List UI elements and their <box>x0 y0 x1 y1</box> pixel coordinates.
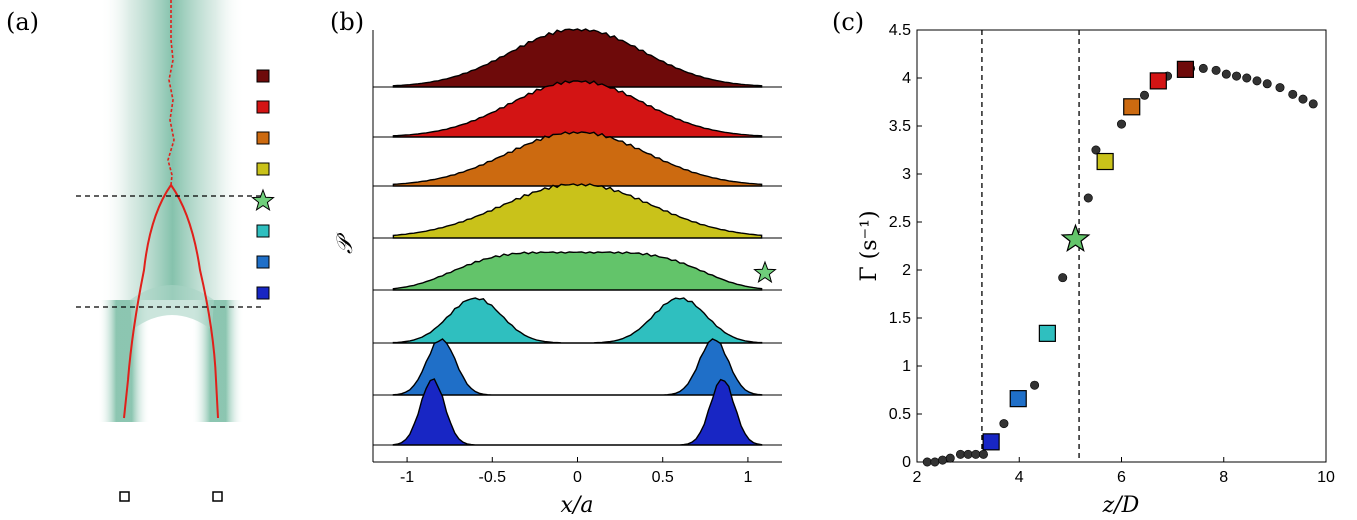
centerline-trace <box>167 0 175 186</box>
c-y-tick-label: 1.5 <box>889 310 911 327</box>
c-square-marker <box>1009 390 1027 408</box>
c-square-marker <box>1096 152 1114 171</box>
profile-area <box>392 80 763 138</box>
profile-area <box>392 378 763 446</box>
c-square-marker <box>1123 98 1141 116</box>
c-data-point <box>1308 99 1318 109</box>
c-y-tick-label: 3.5 <box>889 118 911 135</box>
c-data-point <box>930 457 940 467</box>
c-data-point <box>963 449 973 459</box>
c-data-point <box>1288 89 1298 99</box>
profile-stack <box>373 28 782 446</box>
b-x-ticks: -1 -0.5 0 0.5 1 <box>400 457 752 486</box>
c-y-tick-label: 3 <box>902 166 911 183</box>
profile-area <box>392 251 763 291</box>
c-data-point <box>1242 73 1252 83</box>
c-x-tick-label: 8 <box>1219 469 1228 486</box>
level-legend <box>251 69 275 300</box>
panel-b-distributions: -1 -0.5 0 0.5 1 x/a 𝒫 <box>333 28 782 518</box>
c-y-tick-label: 2.5 <box>889 214 911 231</box>
b-x-tick-label: 0 <box>573 469 582 486</box>
profile-area <box>392 183 763 239</box>
legend-square-marker <box>256 69 270 83</box>
c-y-axis-label: Γ (s⁻¹) <box>857 210 882 281</box>
legend-star-marker <box>251 188 275 212</box>
legend-square-marker <box>256 286 270 300</box>
c-y-tick-label: 2 <box>902 262 911 279</box>
legend-square-marker <box>256 224 270 238</box>
c-x-tick-label: 10 <box>1317 469 1335 486</box>
panel-c-scatter: 2 4 6 8 10 0 0.5 1 1.5 2 2.5 3 3.5 4 4.5 z/D Γ (s⁻¹) <box>857 22 1335 518</box>
c-y-tick-label: 1 <box>902 358 911 375</box>
c-data-point <box>938 455 948 465</box>
c-data-point <box>955 449 965 459</box>
profile-star-marker <box>753 260 777 284</box>
c-x-tick-label: 6 <box>1117 469 1126 486</box>
panel-label-a: (a) <box>6 8 39 36</box>
c-x-tick-label: 2 <box>913 469 922 486</box>
b-x-tick-label: -1 <box>400 469 414 486</box>
c-square-marker <box>982 433 1000 451</box>
b-y-axis-label: 𝒫 <box>333 232 358 254</box>
legend-square-marker <box>256 255 270 269</box>
legend-square-marker <box>256 131 270 145</box>
c-square-marker <box>1149 72 1167 90</box>
right-cylinder-marker <box>212 491 223 502</box>
c-highlight-markers <box>982 60 1195 451</box>
c-data-point <box>1030 380 1040 390</box>
jet-split-region <box>130 285 214 330</box>
c-x-tick-label: 4 <box>1015 469 1024 486</box>
c-square-marker <box>1038 324 1056 342</box>
c-star-marker <box>1060 223 1091 253</box>
c-plot-frame <box>916 29 1327 463</box>
c-data-point <box>1058 273 1068 283</box>
legend-square-marker <box>256 162 270 176</box>
panel-label-b: (b) <box>330 8 364 36</box>
c-dot-series <box>922 63 1318 467</box>
c-y-tick-label: 4.5 <box>889 22 911 39</box>
c-x-axis-label: z/D <box>1102 493 1140 518</box>
c-data-point <box>1298 94 1308 104</box>
b-x-tick-label: -0.5 <box>479 469 507 486</box>
c-square-marker <box>1176 60 1195 78</box>
c-data-point <box>1275 83 1285 93</box>
c-data-point <box>1198 63 1208 73</box>
c-data-point <box>922 457 932 467</box>
panel-label-c: (c) <box>832 8 864 36</box>
b-x-tick-label: 0.5 <box>652 469 674 486</box>
left-branch-trace <box>123 184 172 419</box>
profile-area <box>392 297 763 344</box>
c-ticks: 2 4 6 8 10 0 0.5 1 1.5 2 2.5 3 3.5 4 4.5 <box>889 22 1335 486</box>
profile-area <box>392 28 763 88</box>
c-data-point <box>1117 119 1127 129</box>
c-y-tick-label: 0 <box>902 454 911 471</box>
c-data-point <box>999 419 1009 429</box>
left-cylinder-marker <box>119 491 130 502</box>
c-data-point <box>1252 76 1262 86</box>
c-data-point <box>978 449 988 459</box>
c-data-point <box>1091 145 1101 155</box>
legend-square-marker <box>256 100 270 114</box>
b-x-axis-label: x/a <box>561 493 594 518</box>
c-data-point <box>1262 79 1272 89</box>
c-y-tick-label: 4 <box>902 70 911 87</box>
c-data-point <box>945 453 955 463</box>
b-x-tick-label: 1 <box>743 469 752 486</box>
c-data-point <box>1221 69 1231 79</box>
right-branch-trace <box>170 184 219 419</box>
profile-area <box>392 131 763 187</box>
jet-upper-region <box>100 0 245 300</box>
c-data-point <box>1232 71 1242 81</box>
c-data-point <box>1211 65 1221 75</box>
c-y-tick-label: 0.5 <box>889 406 911 423</box>
c-data-point <box>971 449 981 459</box>
c-data-point <box>1083 193 1093 203</box>
profile-area <box>392 338 763 396</box>
c-data-point <box>1140 90 1150 100</box>
panel-a-flow-image <box>76 0 275 502</box>
